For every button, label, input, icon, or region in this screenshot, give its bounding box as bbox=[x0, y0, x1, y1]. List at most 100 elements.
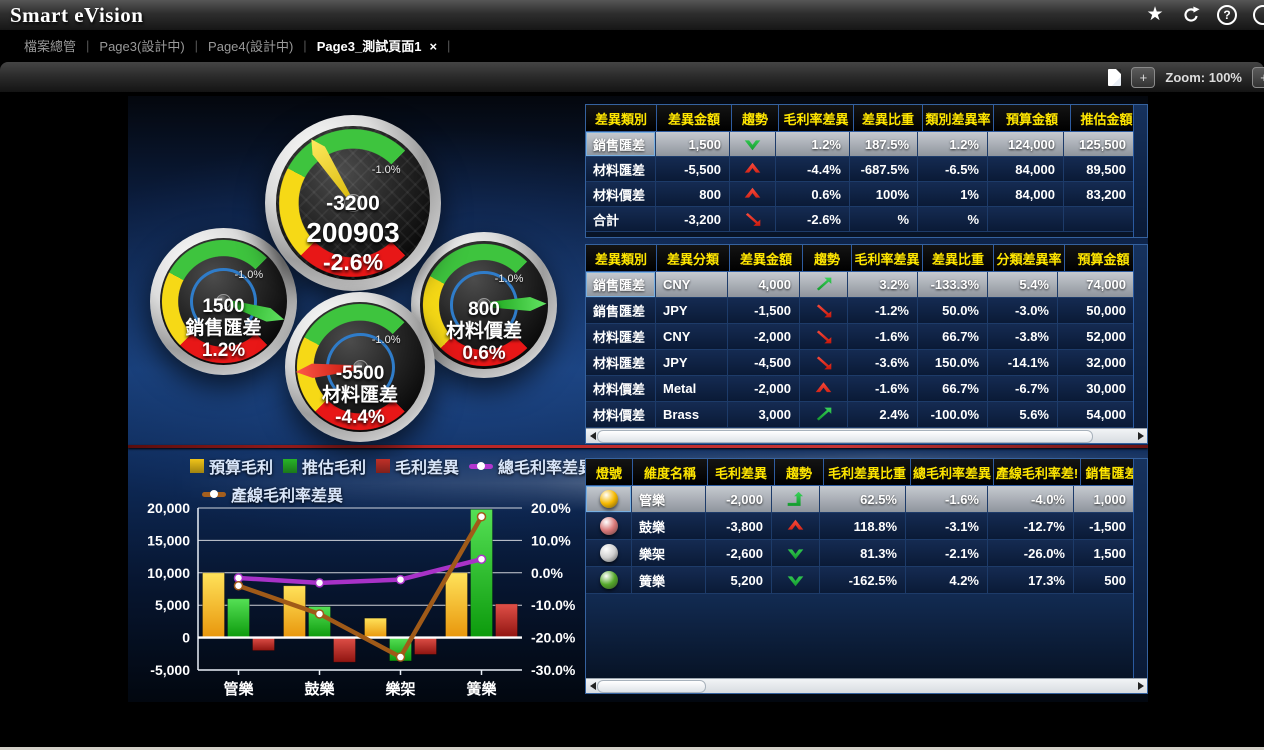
scroll-left-arrow[interactable] bbox=[586, 679, 599, 693]
column-header[interactable]: 差異比重 bbox=[923, 245, 994, 272]
tab-Page3(設計中)[interactable]: Page3(設計中) bbox=[99, 38, 185, 54]
table-cell: -3,200 bbox=[656, 207, 730, 232]
table-cell: 0.6% bbox=[776, 182, 850, 207]
gauge-hub bbox=[216, 294, 231, 309]
trend-arrow-se-icon bbox=[816, 356, 832, 370]
gauge-value: 800 bbox=[468, 299, 500, 321]
tab-Page3_測試頁面1[interactable]: Page3_測試頁面1 × bbox=[316, 38, 438, 54]
table-row[interactable]: 銷售匯差 1,500 1.2% 187.5% 1.2% 124,000 125,500 bbox=[586, 132, 1147, 157]
legend-item: 毛利差異 bbox=[376, 454, 459, 478]
column-header[interactable]: 分類差異率 bbox=[994, 245, 1065, 272]
table-right-strip bbox=[1133, 459, 1147, 679]
table-cell: -2.6% bbox=[776, 207, 850, 232]
horizontal-scrollbar[interactable] bbox=[586, 678, 1147, 693]
svg-text:0.0%: 0.0% bbox=[531, 565, 563, 581]
column-header[interactable]: 趨勢 bbox=[732, 105, 779, 132]
column-header[interactable]: 預算金額 bbox=[994, 105, 1071, 132]
table-row[interactable]: 銷售匯差 JPY -1,500 -1.2% 50.0% -3.0% 50,000 bbox=[586, 298, 1147, 324]
svg-text:5,000: 5,000 bbox=[155, 597, 190, 613]
column-header[interactable]: 推估金額 bbox=[1071, 105, 1143, 132]
table-row[interactable]: 材料價差 800 0.6% 100% 1% 84,000 83,200 bbox=[586, 182, 1147, 207]
column-header[interactable]: 趨勢 bbox=[803, 245, 852, 272]
refresh-icon[interactable] bbox=[1181, 5, 1201, 25]
column-header[interactable]: 毛利率差異 bbox=[852, 245, 923, 272]
column-header[interactable]: 差異比重 bbox=[854, 105, 923, 132]
gauge-material-price: -1.0% 800 材料價差 0.6% bbox=[411, 232, 557, 378]
gauge-value: -5500 bbox=[335, 362, 385, 384]
table-cell: 1,500 bbox=[1074, 540, 1135, 567]
tab-separator: | bbox=[194, 37, 199, 53]
table-cell: 30,000 bbox=[1058, 376, 1135, 402]
column-header[interactable]: 預算金額 bbox=[1065, 245, 1143, 272]
gauge-tick-label: -1.0% bbox=[494, 272, 524, 285]
zoom-in-button[interactable]: + bbox=[1131, 66, 1156, 88]
trend-arrow-se-icon bbox=[745, 213, 761, 226]
tab-Page4(設計中)[interactable]: Page4(設計中) bbox=[208, 38, 294, 54]
column-header[interactable]: 差異類別 bbox=[586, 105, 657, 132]
table-cell: 材料價差 bbox=[586, 376, 656, 402]
svg-text:-5,000: -5,000 bbox=[150, 662, 190, 678]
gauge-tick-label: -1.0% bbox=[371, 164, 401, 177]
table-row[interactable]: 簧樂 5,200 -162.5% 4.2% 17.3% 500 bbox=[586, 567, 1147, 594]
column-header[interactable]: 趨勢 bbox=[775, 459, 824, 486]
table-row[interactable]: 材料匯差 -5,500 -4.4% -687.5% -6.5% 84,000 89,500 bbox=[586, 157, 1147, 182]
table-cell: -26.0% bbox=[988, 540, 1074, 567]
document-icon[interactable] bbox=[1108, 68, 1122, 86]
svg-text:0: 0 bbox=[182, 630, 190, 646]
table-row[interactable]: 管樂 -2,000 62.5% -1.6% -4.0% 1,000 bbox=[586, 486, 1147, 513]
table-row[interactable]: 樂架 -2,600 81.3% -2.1% -26.0% 1,500 bbox=[586, 540, 1147, 567]
table-cell: 125,500 bbox=[1064, 132, 1135, 157]
gauge-inner-ring bbox=[189, 267, 258, 336]
table-cell: -5,500 bbox=[656, 157, 730, 182]
column-header[interactable]: 毛利差異 bbox=[708, 459, 775, 486]
legend-swatch bbox=[376, 459, 391, 473]
table-row[interactable]: 銷售匯差 CNY 4,000 3.2% -133.3% 5.4% 74,000 bbox=[586, 272, 1147, 298]
table-row[interactable]: 材料匯差 JPY -4,500 -3.6% 150.0% -14.1% 32,000 bbox=[586, 350, 1147, 376]
tab-close-icon[interactable]: × bbox=[429, 38, 438, 54]
horizontal-scrollbar[interactable] bbox=[586, 428, 1147, 443]
column-header[interactable]: 產線毛利率差! bbox=[994, 459, 1081, 486]
column-header[interactable]: 毛利差異比重 bbox=[824, 459, 911, 486]
table-row[interactable]: 鼓樂 -3,800 118.8% -3.1% -12.7% -1,500 bbox=[586, 513, 1147, 540]
star-icon[interactable]: ★ bbox=[1146, 4, 1164, 25]
table-cell: -2,000 bbox=[728, 324, 800, 350]
tab-separator: | bbox=[447, 37, 451, 53]
column-header[interactable]: 差異類別 bbox=[586, 245, 657, 272]
scrollbar-thumb[interactable] bbox=[597, 430, 1093, 443]
table-cell: 500 bbox=[1074, 567, 1135, 594]
table-cell: 52,000 bbox=[1058, 324, 1135, 350]
column-header[interactable]: 毛利率差異 bbox=[779, 105, 854, 132]
table-cell: 鼓樂 bbox=[632, 513, 706, 540]
scroll-right-arrow[interactable] bbox=[1134, 429, 1147, 443]
column-header[interactable]: 維度名稱 bbox=[633, 459, 708, 486]
table-row[interactable]: 材料價差 Brass 3,000 2.4% -100.0% 5.6% 54,000 bbox=[586, 402, 1147, 428]
scroll-right-arrow[interactable] bbox=[1134, 679, 1147, 693]
table-row[interactable]: 材料價差 Metal -2,000 -1.6% 66.7% -6.7% 30,000 bbox=[586, 376, 1147, 402]
column-header[interactable]: 差異分類 bbox=[657, 245, 730, 272]
help-icon[interactable]: ? bbox=[1217, 5, 1237, 25]
scrollbar-thumb[interactable] bbox=[597, 680, 706, 693]
table-cell: 銷售匯差 bbox=[586, 132, 656, 157]
column-header[interactable]: 差異金額 bbox=[657, 105, 732, 132]
tab-檔案總管[interactable]: 檔案總管 bbox=[24, 38, 77, 54]
gauge-name: 材料價差 bbox=[445, 321, 522, 343]
column-header[interactable]: 差異金額 bbox=[730, 245, 803, 272]
table-cell: 銷售匯差 bbox=[586, 272, 656, 298]
table-row[interactable]: 合計 -3,200 -2.6%%% bbox=[586, 207, 1147, 232]
table-cell bbox=[586, 567, 632, 594]
gauge-sales-fx: -1.0% 1500 銷售匯差 1.2% bbox=[150, 228, 297, 375]
zoom-out-button[interactable]: + bbox=[1252, 66, 1264, 88]
table-row[interactable]: 材料匯差 CNY -2,000 -1.6% 66.7% -3.8% 52,000 bbox=[586, 324, 1147, 350]
table-cell: 62.5% bbox=[820, 486, 906, 513]
gauge-hub bbox=[352, 359, 368, 375]
power-icon[interactable] bbox=[1253, 5, 1264, 25]
scroll-left-arrow[interactable] bbox=[586, 429, 599, 443]
svg-text:-10.0%: -10.0% bbox=[531, 597, 576, 613]
column-header[interactable]: 總毛利率差異 bbox=[911, 459, 994, 486]
red-divider-line bbox=[128, 445, 1148, 448]
table-cell: 100% bbox=[850, 182, 918, 207]
gauge-name: 銷售匯差 bbox=[185, 318, 262, 340]
column-header[interactable]: 燈號 bbox=[586, 459, 633, 486]
table-cell: -133.3% bbox=[918, 272, 988, 298]
column-header[interactable]: 類別差異率 bbox=[923, 105, 994, 132]
